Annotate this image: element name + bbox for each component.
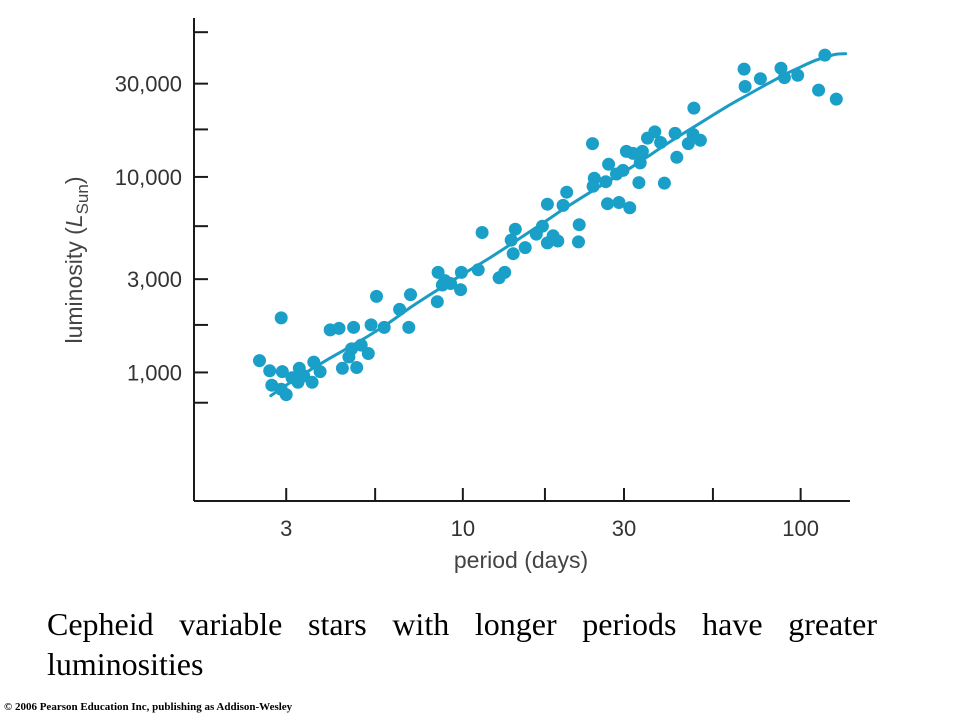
data-point-20 [350,361,364,374]
data-point-16 [335,361,349,375]
x-tick-label-2: 10 [451,516,475,541]
y-axis: 1,000 3,000 10,000 30,000 [115,18,208,501]
data-point-4 [275,365,289,379]
y-tick-label-5: 10,000 [115,165,182,190]
data-point-79 [737,62,751,76]
y-tick-label-7: 30,000 [115,72,182,97]
data-point-37 [475,226,489,239]
x-axis-title: period (days) [454,547,588,573]
data-point-26 [393,302,407,316]
y-axis-title: luminosity (LSun) [61,176,92,343]
y-tick-label-3: 3,000 [127,267,182,292]
data-point-84 [791,68,805,82]
x-tick-label-0: 3 [280,516,292,541]
data-point-41 [506,247,520,261]
data-point-51 [560,185,574,199]
data-point-13 [313,365,327,379]
y-axis-title-subscript: Sun [73,184,92,214]
data-point-42 [508,222,522,236]
data-point-3 [274,311,288,325]
data-point-43 [518,241,532,255]
data-point-22 [361,347,375,360]
x-tick-label-4: 30 [612,516,636,541]
data-point-73 [668,126,682,140]
data-point-83 [777,71,791,85]
data-point-34 [454,283,468,297]
data-point-81 [753,72,767,86]
data-point-6 [279,388,293,402]
data-point-61 [612,196,626,209]
y-tick-label-1: 1,000 [127,360,182,385]
data-point-45 [535,219,549,233]
data-point-64 [623,201,637,215]
x-tick-label-6: 100 [782,516,819,541]
data-point-35 [454,265,468,279]
data-point-66 [632,176,646,190]
data-point-40 [504,233,518,247]
y-axis-title-suffix: ) [61,176,87,184]
data-point-24 [370,289,383,303]
data-point-29 [430,295,444,309]
chart: 1,000 3,000 10,000 30,000 3 10 30 100 period (… [61,18,850,573]
data-point-67 [633,156,647,170]
data-point-80 [738,80,752,93]
data-point-74 [670,150,684,164]
data-point-36 [471,263,485,277]
data-point-68 [635,144,649,158]
data-point-72 [657,176,671,190]
y-axis-title-prefix: luminosity ( [61,227,87,344]
copyright-notice: © 2006 Pearson Education Inc, publishing… [4,701,293,713]
data-point-56 [587,171,601,185]
data-point-28 [404,288,417,302]
y-axis-title-symbol: L [61,214,87,227]
data-point-70 [648,125,662,139]
data-point-50 [556,198,570,212]
data-point-62 [616,163,630,177]
data-point-47 [540,197,554,211]
data-point-57 [599,175,613,189]
data-point-19 [347,320,361,334]
x-axis: 3 10 30 100 [194,488,850,541]
data-point-59 [602,157,616,171]
data-point-1 [263,364,277,378]
data-point-0 [253,354,266,368]
caption: Cepheid variable stars with longer perio… [47,606,877,682]
data-point-58 [601,197,614,211]
data-points-layer [253,48,843,402]
data-point-23 [364,318,378,332]
data-point-11 [305,375,319,389]
data-point-53 [572,218,586,232]
data-point-15 [332,321,346,335]
data-point-52 [572,235,585,249]
data-point-12 [307,355,321,369]
data-point-33 [444,277,458,290]
data-point-87 [829,92,843,106]
data-point-78 [693,133,707,147]
data-point-39 [498,265,512,279]
data-point-85 [812,83,826,97]
data-point-86 [818,48,832,62]
data-point-77 [687,101,701,115]
data-point-49 [551,234,565,248]
data-point-27 [402,320,416,334]
data-point-25 [377,320,391,334]
data-point-54 [586,137,599,151]
data-point-71 [654,136,668,149]
